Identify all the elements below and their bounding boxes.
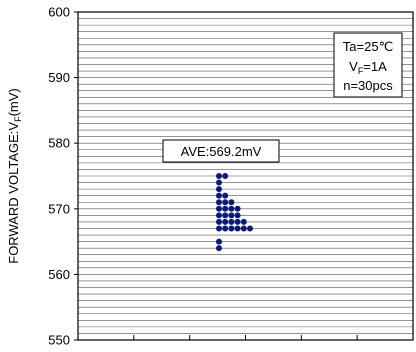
- data-point: [216, 186, 222, 193]
- data-point: [234, 212, 241, 219]
- data-point: [234, 218, 241, 225]
- data-point: [228, 205, 235, 212]
- y-tick-label: 590: [48, 70, 70, 85]
- data-point: [234, 225, 241, 232]
- data-point: [222, 199, 229, 206]
- conditions-frame: [333, 32, 403, 98]
- y-tick-label: 580: [48, 136, 70, 151]
- data-point: [222, 205, 229, 212]
- y-tick-label: 560: [48, 267, 70, 282]
- data-point: [222, 225, 229, 232]
- data-point: [228, 225, 235, 232]
- y-axis-label: FORWARD VOLTAGE:VF(mV): [6, 88, 23, 264]
- data-point: [216, 212, 222, 219]
- data-point: [216, 225, 222, 232]
- data-point: [247, 225, 253, 232]
- data-point: [228, 218, 235, 225]
- data-point: [216, 179, 222, 186]
- data-point: [222, 212, 229, 219]
- average-label: AVE:569.2mV: [181, 144, 262, 159]
- data-point: [222, 192, 229, 199]
- data-point: [228, 199, 235, 206]
- data-points: [216, 173, 253, 252]
- data-point: [216, 218, 222, 225]
- y-tick-label: 600: [48, 5, 70, 20]
- data-point: [216, 245, 222, 252]
- x-tick-marks: [133, 335, 358, 340]
- data-point: [216, 205, 222, 212]
- data-point: [216, 192, 222, 199]
- data-point: [240, 218, 247, 225]
- condition-temperature: Ta=25℃: [343, 39, 393, 54]
- condition-sample-count: n=30pcs: [343, 78, 393, 93]
- y-tick-label: 570: [48, 201, 70, 216]
- average-callout: AVE:569.2mV: [162, 139, 280, 163]
- data-point: [216, 199, 222, 206]
- data-point: [216, 173, 222, 179]
- conditions-box: Ta=25℃ VF=1A n=30pcs: [333, 32, 403, 98]
- y-tick-label: 550: [48, 333, 70, 348]
- data-point: [234, 205, 241, 212]
- data-point: [216, 238, 222, 245]
- data-point: [240, 225, 247, 232]
- data-point: [222, 173, 229, 179]
- condition-forward-current: VF=1A: [349, 59, 387, 76]
- plot-frame: [77, 11, 414, 341]
- y-axis-ticks: 550 560 570 580 590 600: [48, 5, 78, 348]
- average-box: [162, 139, 280, 163]
- data-point: [222, 218, 229, 225]
- data-point: [228, 212, 235, 219]
